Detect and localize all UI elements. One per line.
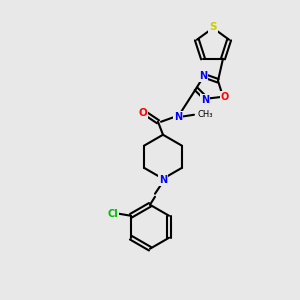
Text: O: O — [139, 108, 147, 118]
Text: O: O — [221, 92, 229, 102]
Text: N: N — [174, 112, 182, 122]
Text: N: N — [199, 71, 207, 81]
Text: N: N — [159, 175, 167, 185]
Text: N: N — [201, 95, 209, 105]
Text: S: S — [209, 22, 217, 32]
Text: Cl: Cl — [108, 209, 118, 219]
Text: CH₃: CH₃ — [198, 110, 214, 119]
